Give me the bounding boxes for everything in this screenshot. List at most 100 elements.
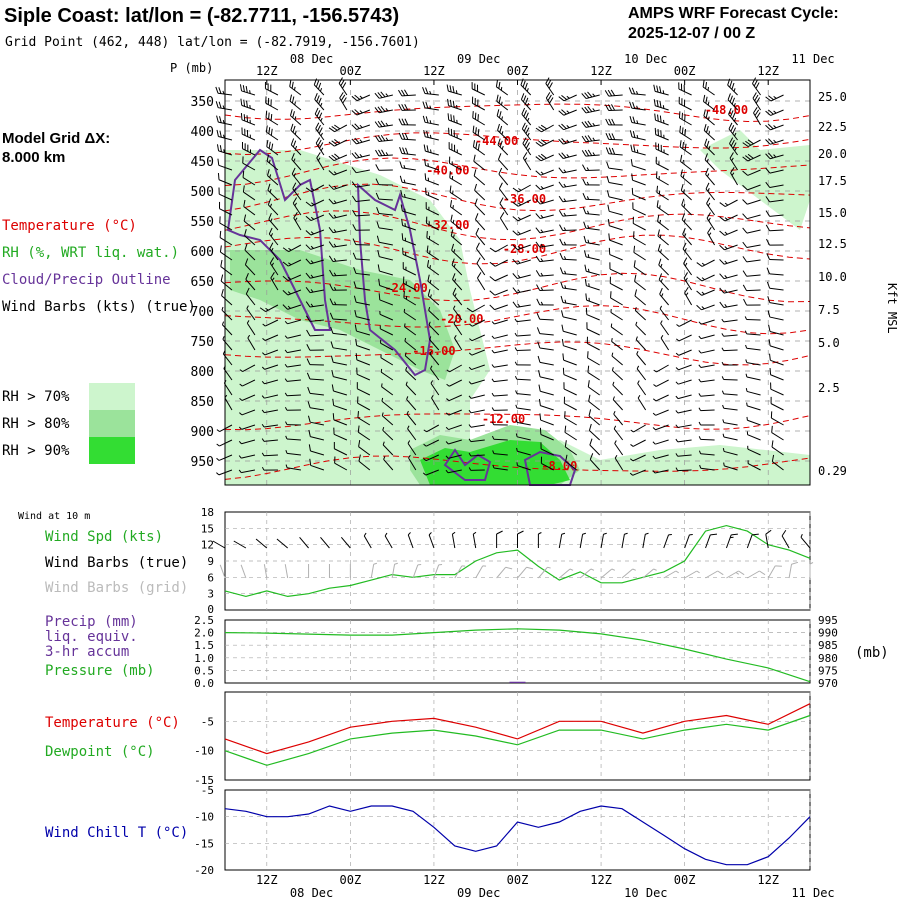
wind-barb-flag <box>731 97 735 105</box>
wind-barb <box>244 243 256 261</box>
wind-barb-staff <box>679 146 692 156</box>
wind-barb-flag <box>731 112 736 120</box>
wind-barb <box>512 301 531 308</box>
wind-barb-staff <box>679 117 692 126</box>
wind-barb-staff <box>700 334 715 340</box>
wind-barb-flag <box>658 258 662 266</box>
wind-barb-half <box>249 149 252 153</box>
wind-barb <box>512 214 531 222</box>
wind-barb <box>558 532 566 549</box>
wind-barb-half <box>514 375 518 380</box>
wind-barb-half <box>403 164 406 169</box>
wind-barb-staff <box>245 293 256 306</box>
wind-barb-staff <box>585 169 600 172</box>
wind-barb-flag <box>268 141 271 149</box>
wind-barb <box>219 245 233 261</box>
wind-barb-staff <box>220 251 233 261</box>
wind-barb-staff <box>631 136 646 141</box>
wind-barb-flag <box>628 87 633 94</box>
wind-barb <box>433 563 443 579</box>
wind-barb <box>425 187 440 201</box>
wind-barb <box>539 413 554 426</box>
wind-barb-staff <box>723 407 738 411</box>
wind-barb-flag <box>704 153 708 160</box>
wind-barb-staff <box>494 274 508 282</box>
wind-barb-half <box>566 124 570 129</box>
wind-barb-staff <box>585 241 600 246</box>
wind-barb-flag <box>747 153 754 159</box>
wind-barb-staff <box>270 277 279 291</box>
wind-barb <box>233 540 247 549</box>
wind-barb-flag <box>505 566 513 570</box>
wind-barb-staff <box>264 364 279 370</box>
wind-barb-half <box>311 187 315 191</box>
pressure-tick-label: 975 <box>818 664 838 677</box>
wind-barb <box>683 272 693 291</box>
wind-barb-flag <box>587 365 590 373</box>
wind-barb <box>535 241 554 248</box>
wind-barb-half <box>216 443 220 447</box>
value-tick-label: 18 <box>201 506 214 519</box>
rh-legend-label: RH > 70% <box>2 389 70 405</box>
wind-barb-staff <box>290 129 302 141</box>
wind-barb-flag <box>630 144 633 152</box>
wind-barb-half <box>239 397 243 401</box>
wind-barb-staff <box>562 199 577 203</box>
wind-barb-flag <box>497 153 502 160</box>
wind-barb-half <box>262 337 266 341</box>
wind-barb-flag <box>246 100 248 108</box>
wind-barb-half <box>261 380 265 385</box>
wind-barb-half <box>587 239 590 244</box>
wind-barb-staff <box>752 83 761 96</box>
wind-barb-staff <box>769 184 784 189</box>
wind-barb-flag <box>477 114 479 121</box>
wind-barb-half <box>468 366 472 370</box>
wind-barb-flag <box>378 149 383 156</box>
wind-barb <box>746 402 761 411</box>
wind-barb-staff <box>404 340 417 351</box>
wind-barb <box>266 154 279 171</box>
wind-barb-flag <box>356 367 358 375</box>
wind-barb-flag <box>291 81 294 89</box>
wind-barb <box>264 81 279 96</box>
wind-barb-flag <box>680 83 683 91</box>
wind-barb-half <box>685 277 688 281</box>
wind-barb-half <box>468 395 472 399</box>
wind-barb-staff <box>700 349 715 354</box>
wind-barbs-grid-legend: Wind Barbs (grid) <box>45 580 188 596</box>
wind-barb <box>423 424 440 433</box>
wind-barb <box>621 568 636 579</box>
wind-barb-staff <box>313 84 325 96</box>
wind-barb-half <box>659 234 662 239</box>
wind-barb-flag <box>581 150 587 157</box>
wind-barb <box>560 310 577 321</box>
wind-barb-flag <box>378 293 381 300</box>
wind-barb-staff <box>286 364 301 368</box>
wind-barb-flag <box>632 202 634 210</box>
wind-barb-flag <box>684 143 687 151</box>
wind-barb-half <box>287 305 291 309</box>
height-tick-label: 7.5 <box>818 303 840 317</box>
wind-barb-flag <box>267 169 270 176</box>
wind-barb-staff <box>770 124 784 131</box>
wind-barb-half <box>451 175 454 180</box>
wind-barb <box>282 259 302 267</box>
wind-barb-staff <box>269 248 279 261</box>
cloud-outline <box>443 448 492 481</box>
wind-barb-half <box>407 425 410 429</box>
wind-barb-staff <box>356 301 370 306</box>
wind-barb <box>583 235 600 246</box>
wind-barb-half <box>469 323 473 327</box>
wind-barb-staff <box>425 454 440 462</box>
wind-barb-staff <box>678 88 692 96</box>
wind-barb <box>399 161 416 171</box>
wind-barb-flag <box>401 104 406 111</box>
wind-barb-flag <box>239 84 243 92</box>
wind-barb-half <box>675 381 679 385</box>
isotherm-line <box>224 132 811 156</box>
wind-barb-staff <box>700 453 715 456</box>
wind-barb-flag <box>403 276 405 284</box>
wind-barb-staff <box>585 213 600 216</box>
wind-barb-half <box>632 568 636 571</box>
wind-barb <box>402 262 417 276</box>
